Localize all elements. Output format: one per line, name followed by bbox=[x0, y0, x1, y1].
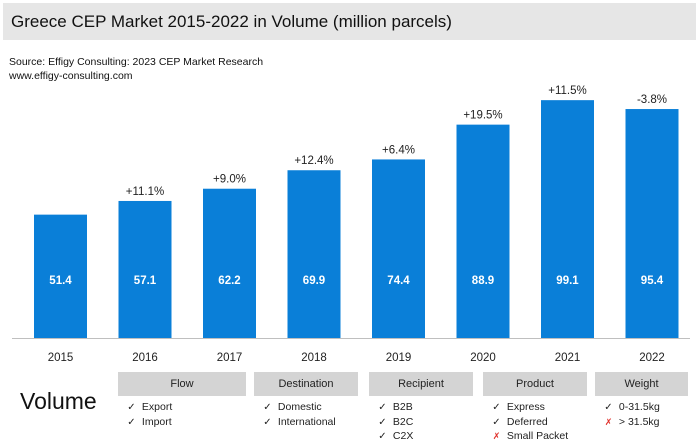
website-text: www.effigy-consulting.com bbox=[9, 70, 133, 82]
category-weight: Weight ✓ 0-31.5kg ✗ > 31.5kg bbox=[595, 372, 688, 429]
bar-2017 bbox=[203, 188, 256, 338]
category-item: ✓ International bbox=[260, 415, 358, 430]
x-tick-label: 2018 bbox=[301, 352, 327, 364]
x-tick-label: 2020 bbox=[470, 352, 496, 364]
data-label: 99.1 bbox=[556, 275, 579, 287]
check-icon: ✓ bbox=[263, 416, 272, 428]
growth-label: +11.5% bbox=[548, 85, 586, 97]
x-tick-label: 2022 bbox=[639, 352, 665, 364]
x-tick-label: 2015 bbox=[48, 352, 74, 364]
category-product: Product ✓ Express ✓ Deferred ✗ Small Pac… bbox=[483, 372, 587, 444]
x-tick-label: 2016 bbox=[132, 352, 158, 364]
x-tick-label: 2017 bbox=[217, 352, 243, 364]
category-item: ✓ Domestic bbox=[260, 400, 358, 415]
category-item: ✗ > 31.5kg bbox=[601, 415, 688, 430]
x-tick-label: 2019 bbox=[386, 352, 412, 364]
growth-label: +6.4% bbox=[382, 144, 415, 156]
growth-label: -3.8% bbox=[637, 94, 667, 106]
check-icon: ✓ bbox=[127, 416, 136, 428]
category-header: Product bbox=[483, 372, 587, 396]
bar-chart: 51.4 2015 57.1 +11.1% 2016 62.2 +9.0% 2017 69.9 +… bbox=[12, 85, 690, 364]
data-label: 88.9 bbox=[472, 275, 494, 287]
category-item: ✓ Import bbox=[124, 415, 246, 430]
chart-title: Greece CEP Market 2015-2022 in Volume (m… bbox=[11, 12, 452, 31]
check-icon: ✓ bbox=[378, 416, 387, 428]
check-icon: ✓ bbox=[378, 402, 387, 413]
growth-label: +11.1% bbox=[126, 186, 164, 198]
cross-icon: ✗ bbox=[492, 431, 501, 441]
bar-2022 bbox=[625, 109, 679, 338]
category-header: Recipient bbox=[369, 372, 473, 396]
data-label: 51.4 bbox=[49, 275, 72, 287]
category-item: ✓ Export bbox=[124, 400, 246, 415]
growth-label: +12.4% bbox=[294, 155, 333, 167]
check-icon: ✓ bbox=[492, 416, 501, 428]
bar-2015 bbox=[34, 214, 87, 338]
data-label: 62.2 bbox=[218, 275, 240, 287]
bar-2021 bbox=[541, 100, 594, 338]
cross-icon: ✗ bbox=[604, 416, 613, 427]
category-destination: Destination ✓ Domestic ✓ International bbox=[254, 372, 358, 429]
source-text: Source: Effigy Consulting: 2023 CEP Mark… bbox=[9, 56, 264, 68]
bar-2016 bbox=[118, 200, 172, 338]
category-header: Weight bbox=[595, 372, 688, 396]
check-icon: ✓ bbox=[604, 402, 613, 413]
category-item: ✓ B2B bbox=[375, 400, 473, 415]
category-flow: Flow ✓ Export ✓ Import bbox=[118, 372, 246, 429]
category-item: ✓ Express bbox=[489, 400, 587, 415]
category-item: ✓ Deferred bbox=[489, 415, 587, 430]
bar-2020 bbox=[456, 124, 510, 338]
category-item: ✓ 0-31.5kg bbox=[601, 400, 688, 415]
x-tick-label: 2021 bbox=[555, 352, 581, 364]
growth-label: +19.5% bbox=[463, 110, 502, 122]
category-header: Flow bbox=[118, 372, 246, 396]
data-label: 57.1 bbox=[134, 275, 157, 287]
check-icon: ✓ bbox=[127, 402, 136, 413]
data-label: 69.9 bbox=[303, 275, 325, 287]
data-label: 74.4 bbox=[387, 275, 410, 287]
check-icon: ✓ bbox=[378, 431, 387, 442]
category-item: ✗ Small Packet bbox=[489, 429, 587, 444]
title-bar: Greece CEP Market 2015-2022 in Volume (m… bbox=[3, 3, 696, 40]
growth-label: +9.0% bbox=[213, 174, 246, 186]
category-item: ✓ C2X bbox=[375, 429, 473, 444]
bar-2019 bbox=[372, 159, 425, 338]
volume-label: Volume bbox=[20, 388, 97, 414]
category-header: Destination bbox=[254, 372, 358, 396]
category-recipient: Recipient ✓ B2B ✓ B2C ✓ C2X bbox=[369, 372, 473, 444]
bar-2018 bbox=[287, 170, 341, 338]
data-label: 95.4 bbox=[641, 275, 664, 287]
category-item: ✓ B2C bbox=[375, 415, 473, 430]
check-icon: ✓ bbox=[492, 402, 501, 413]
check-icon: ✓ bbox=[263, 402, 272, 413]
